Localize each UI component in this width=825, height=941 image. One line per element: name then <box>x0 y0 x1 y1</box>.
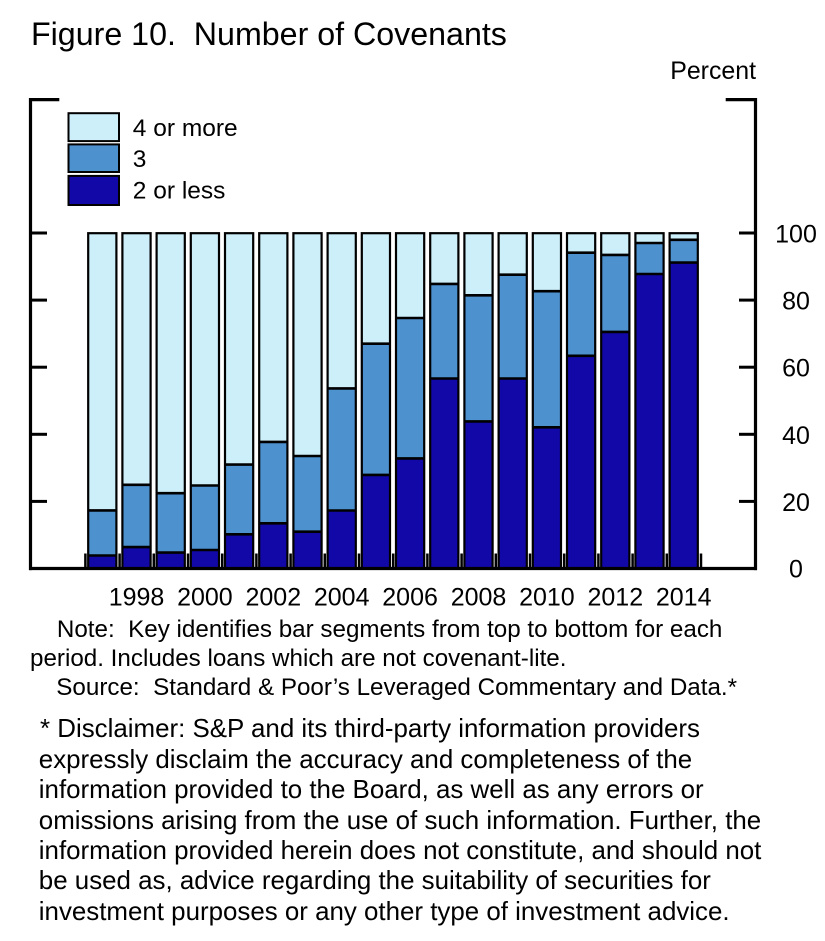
svg-text:80: 80 <box>782 288 810 316</box>
svg-text:4 or more: 4 or more <box>133 115 238 142</box>
svg-text:60: 60 <box>782 355 810 383</box>
svg-text:20: 20 <box>782 489 810 517</box>
svg-text:2004: 2004 <box>314 584 370 612</box>
svg-text:2 or less: 2 or less <box>133 178 226 205</box>
svg-text:2008: 2008 <box>451 584 507 612</box>
svg-text:100: 100 <box>775 221 817 249</box>
svg-text:2000: 2000 <box>177 584 233 612</box>
svg-text:40: 40 <box>782 422 810 450</box>
svg-text:2010: 2010 <box>519 584 575 612</box>
svg-text:2014: 2014 <box>656 584 712 612</box>
svg-text:2002: 2002 <box>245 584 301 612</box>
svg-text:1998: 1998 <box>109 584 165 612</box>
svg-text:2006: 2006 <box>382 584 438 612</box>
svg-text:2012: 2012 <box>587 584 643 612</box>
svg-text:0: 0 <box>789 556 803 584</box>
svg-text:3: 3 <box>133 146 147 173</box>
